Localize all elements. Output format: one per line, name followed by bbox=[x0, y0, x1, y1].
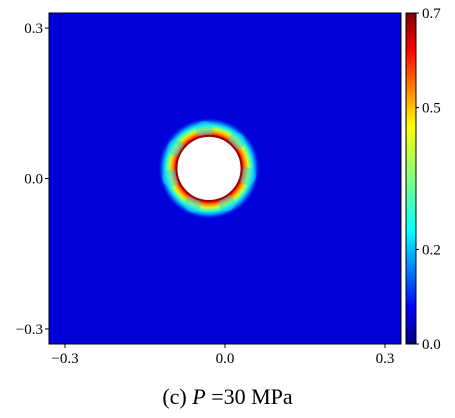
colorbar-tick-label: 0.7 bbox=[422, 6, 441, 22]
caption-variable: P bbox=[192, 384, 206, 409]
damage-blob bbox=[184, 195, 202, 213]
x-tick-label: −0.3 bbox=[51, 351, 78, 367]
x-tick-label: 0.3 bbox=[376, 351, 395, 367]
damage-blob bbox=[218, 195, 235, 212]
hole bbox=[175, 134, 243, 203]
colorbar-tick-label: 0.2 bbox=[422, 242, 441, 258]
damage-blob bbox=[162, 168, 180, 187]
colorbar bbox=[405, 12, 417, 345]
caption-prefix: (c) bbox=[162, 384, 193, 409]
x-tick-label: 0.0 bbox=[216, 351, 235, 367]
damage-blob bbox=[195, 121, 214, 139]
damage-blob bbox=[238, 167, 256, 185]
colorbar-tick-label: 0.5 bbox=[422, 101, 441, 117]
caption-suffix: =30 MPa bbox=[205, 384, 293, 409]
y-tick-label: 0.0 bbox=[24, 172, 43, 188]
figure-caption: (c) P =30 MPa bbox=[0, 384, 455, 410]
colorbar-tick-label: 0.0 bbox=[422, 337, 441, 353]
y-tick-label: 0.3 bbox=[24, 21, 43, 37]
y-tick-label: −0.3 bbox=[16, 322, 43, 338]
